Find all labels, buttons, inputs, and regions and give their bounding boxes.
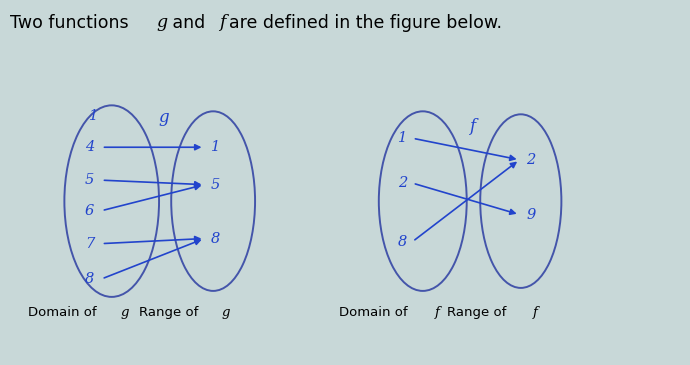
Text: 1: 1 bbox=[210, 140, 220, 154]
Text: 8: 8 bbox=[85, 272, 94, 286]
Text: Range of: Range of bbox=[139, 306, 211, 319]
Text: Range of: Range of bbox=[446, 306, 519, 319]
Text: f: f bbox=[435, 306, 440, 319]
Text: 2: 2 bbox=[526, 153, 535, 167]
Text: f: f bbox=[219, 14, 225, 31]
Text: 6: 6 bbox=[85, 204, 94, 218]
Text: g: g bbox=[120, 306, 128, 319]
Text: 4: 4 bbox=[85, 140, 94, 154]
Text: 1: 1 bbox=[89, 109, 98, 123]
Text: g: g bbox=[221, 306, 230, 319]
Text: g: g bbox=[156, 14, 167, 31]
Text: 5: 5 bbox=[85, 173, 94, 187]
Text: 7: 7 bbox=[85, 237, 94, 251]
Text: Domain of: Domain of bbox=[339, 306, 421, 319]
Text: 1: 1 bbox=[398, 131, 407, 145]
Text: 5: 5 bbox=[210, 178, 220, 192]
Text: are defined in the figure below.: are defined in the figure below. bbox=[229, 14, 502, 32]
Text: 2: 2 bbox=[398, 176, 407, 190]
Text: Two functions: Two functions bbox=[10, 14, 135, 32]
Text: and: and bbox=[166, 14, 210, 32]
Text: f: f bbox=[469, 118, 475, 135]
Text: Domain of: Domain of bbox=[28, 306, 110, 319]
Text: 9: 9 bbox=[526, 208, 535, 222]
Text: f: f bbox=[533, 306, 538, 319]
Text: 8: 8 bbox=[210, 231, 220, 246]
Text: 8: 8 bbox=[398, 235, 407, 249]
Text: g: g bbox=[159, 109, 169, 126]
